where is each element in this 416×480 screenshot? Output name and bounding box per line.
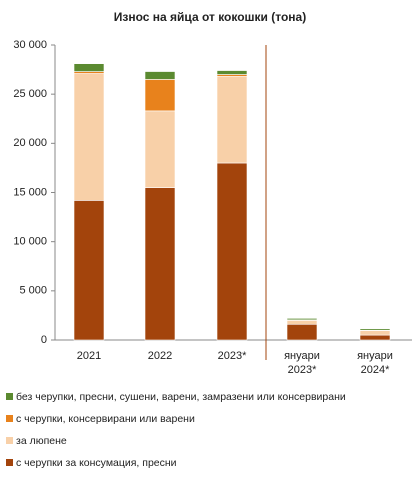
y-tick-label: 20 000 xyxy=(13,137,47,149)
y-tick-label: 15 000 xyxy=(13,186,47,198)
y-tick-label: 10 000 xyxy=(13,236,47,248)
bar-segment xyxy=(360,331,390,335)
legend-label: с черупки за консумация, пресни xyxy=(16,457,177,469)
bar-segment xyxy=(217,163,247,340)
y-tick-label: 0 xyxy=(41,334,47,346)
y-tick-label: 25 000 xyxy=(13,88,47,100)
y-tick-label: 30 000 xyxy=(13,39,47,51)
y-tick-label: 5 000 xyxy=(19,285,47,297)
legend-swatch xyxy=(6,393,13,400)
bar-segment xyxy=(74,200,104,340)
legend-swatch xyxy=(6,459,13,466)
legend-label: с черупки, консервирани или варени xyxy=(16,413,195,425)
x-tick-label: 2021 xyxy=(77,350,101,362)
bar-segment xyxy=(145,79,175,110)
bar-segment xyxy=(74,64,104,72)
chart-title: Износ на яйца от кокошки (тона) xyxy=(114,10,306,24)
x-tick-label: 2022 xyxy=(148,350,172,362)
bar-segment xyxy=(145,111,175,188)
bar-segment xyxy=(217,71,247,75)
bar-segment xyxy=(145,72,175,80)
bar-segment xyxy=(145,188,175,340)
bar-segment xyxy=(217,76,247,163)
bar-segment xyxy=(287,318,317,319)
legend-swatch xyxy=(6,415,13,422)
legend-swatch xyxy=(6,437,13,444)
bar-segment xyxy=(287,320,317,324)
bar-segment xyxy=(360,335,390,340)
bar-segment xyxy=(360,329,390,330)
bar-segment xyxy=(287,324,317,340)
legend-label: за люпене xyxy=(16,435,67,447)
bar-segment xyxy=(74,74,104,201)
legend-label: без черупки, пресни, сушени, варени, зам… xyxy=(16,391,346,403)
x-tick-label: 2023* xyxy=(218,350,247,362)
